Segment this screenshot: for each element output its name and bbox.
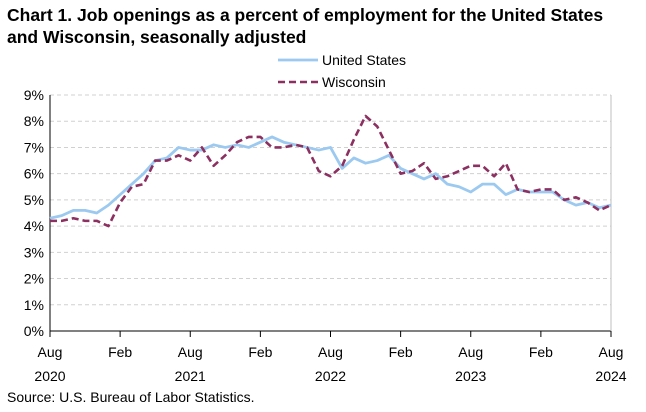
y-tick-label: 4% xyxy=(24,218,44,234)
x-tick-label-month: Feb xyxy=(248,344,272,360)
y-tick-label: 5% xyxy=(24,192,44,208)
x-tick-label-year: 2023 xyxy=(455,368,486,384)
chart-title-line-2: and Wisconsin, seasonally adjusted xyxy=(7,27,307,47)
x-tick-label-year: 2024 xyxy=(595,368,626,384)
y-tick-label: 0% xyxy=(24,323,44,339)
x-tick-label-month: Aug xyxy=(318,344,343,360)
y-tick-label: 8% xyxy=(24,113,44,129)
source-note: Source: U.S. Bureau of Labor Statistics. xyxy=(7,389,255,405)
y-tick-label: 9% xyxy=(24,87,44,103)
x-tick-label-month: Feb xyxy=(529,344,553,360)
x-tick-label-year: 2022 xyxy=(315,368,346,384)
x-tick-label-month: Feb xyxy=(389,344,413,360)
series-line-united-states xyxy=(49,135,612,220)
legend: United States Wisconsin xyxy=(278,52,406,90)
axes: 0% 1% 2% 3% 4% 5% 6% 7% 8% 9% Aug 2020 Feb Aug 2021 Feb… xyxy=(24,87,627,384)
legend-label: Wisconsin xyxy=(322,74,386,90)
chart-title-line-1: Chart 1. Job openings as a percent of em… xyxy=(7,5,604,25)
gridlines xyxy=(50,94,611,306)
legend-label: United States xyxy=(322,52,406,68)
x-tick-label-month: Aug xyxy=(178,344,203,360)
x-tick-label-year: 2021 xyxy=(175,368,206,384)
y-tick-label: 3% xyxy=(24,244,44,260)
x-tick-label-month: Aug xyxy=(458,344,483,360)
y-tick-label: 6% xyxy=(24,166,44,182)
x-tick-label-month: Feb xyxy=(108,344,132,360)
x-tick-label-month: Aug xyxy=(38,344,63,360)
chart-title: Chart 1. Job openings as a percent of em… xyxy=(7,4,637,48)
y-tick-label: 7% xyxy=(24,139,44,155)
x-tick-label-month: Aug xyxy=(599,344,624,360)
series-line-wisconsin xyxy=(50,114,612,228)
y-tick-label: 1% xyxy=(24,297,44,313)
x-tick-label-year: 2020 xyxy=(34,368,65,384)
y-tick-label: 2% xyxy=(24,271,44,287)
series-lines xyxy=(49,114,612,228)
